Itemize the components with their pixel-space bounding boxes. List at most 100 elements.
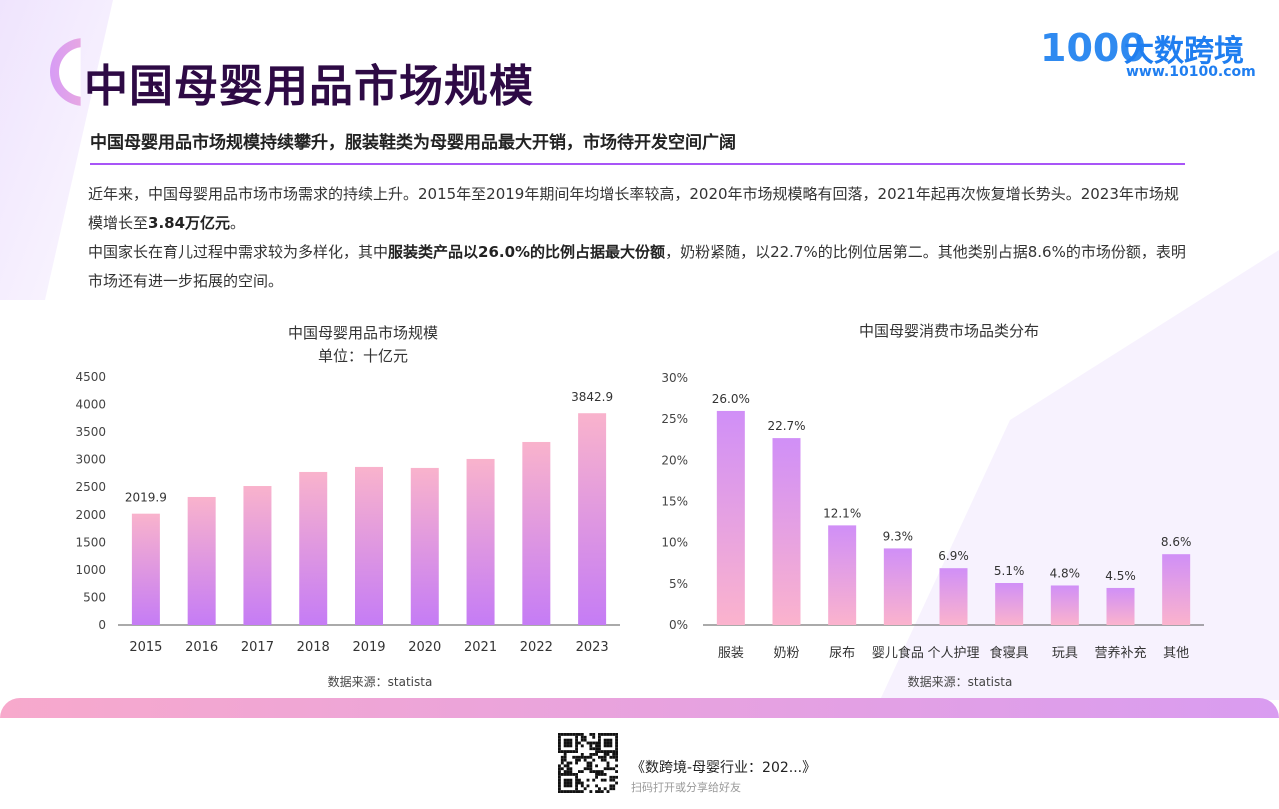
qr-module [558,773,561,776]
qr-module [615,741,618,745]
qr-module [578,758,581,762]
qr-module [563,790,567,793]
footer-title[interactable]: 《数跨境-母婴行业：202...》 [631,760,817,776]
y-tick-label: 3000 [75,453,106,467]
chart-subtitle: 单位：十亿元 [318,347,408,365]
qr-module [575,735,578,739]
qr-module [583,787,587,791]
text: 近年来，中国母婴用品市场市场需求的持续上升。2015年至2019年期间年均增长率… [88,185,1179,232]
qr-module [595,764,598,768]
qr-module [600,770,604,773]
qr-module [603,744,607,748]
qr-module [558,767,561,771]
qr-module [558,764,561,768]
y-tick-label: 500 [83,590,106,604]
qr-module [560,750,564,753]
bar [410,467,439,625]
x-tick-label: 2015 [129,640,162,655]
qr-module [566,761,570,765]
qr-module [589,764,593,768]
qr-module [566,764,570,768]
qr-module [606,733,610,736]
bar [883,548,912,625]
x-tick-label: 2022 [520,640,553,655]
qr-module [563,753,567,756]
y-tick-label: 1500 [75,535,106,549]
qr-module [589,747,593,751]
qr-module [606,741,610,745]
qr-module [578,778,581,782]
highlight: 服装类产品以26.0%的比例占据最大份额 [388,243,666,261]
qr-module [575,790,578,793]
chart-source: 数据来源：statista [908,674,1013,689]
qr-module [580,790,584,793]
qr-module [609,787,613,791]
qr-module [603,773,607,776]
qr-module [603,750,607,753]
x-tick-label: 婴儿食品 [872,645,924,661]
qr-module [558,784,561,788]
qr-module [615,764,618,768]
qr-module [575,775,578,779]
qr-module [615,770,618,773]
bar [299,471,328,625]
qr-module [572,790,576,793]
qr-module [598,744,601,748]
qr-module [575,747,578,751]
qr-module [606,744,610,748]
qr-module [566,750,570,753]
qr-module [592,733,596,736]
qr-module [558,778,561,782]
logo-mark-icon: 1000 [1040,26,1146,70]
y-tick-label: 2000 [75,508,106,522]
qr-module [600,778,604,782]
title-ring-decoration [50,38,81,106]
qr-module [612,767,616,771]
qr-module [598,733,601,736]
qr-module [586,764,590,768]
y-tick-label: 15% [661,495,688,509]
bar [355,466,383,625]
qr-module [600,750,604,753]
qr-module [603,755,607,759]
qr-module [563,770,567,773]
qr-module [586,767,590,771]
qr-module [575,744,578,748]
qr-module [566,770,570,773]
qr-module [615,747,618,751]
bar [578,413,607,625]
qr-module [580,738,584,742]
qr-module [578,770,581,773]
qr-module [583,735,587,739]
qr-module [615,781,618,785]
bar [466,458,495,625]
qr-module [578,755,581,759]
qr-module [569,773,573,776]
paragraph-2: 中国家长在育儿过程中需求较为多样化，其中服装类产品以26.0%的比例占据最大份额… [88,238,1193,296]
qr-module [569,778,573,782]
body-text: 近年来，中国母婴用品市场市场需求的持续上升。2015年至2019年期间年均增长率… [88,180,1193,296]
qr-module [586,778,590,782]
qr-module [575,758,578,762]
qr-module [569,761,573,765]
qr-module [563,781,567,785]
qr-module [606,738,610,742]
y-tick-label: 10% [661,536,688,550]
qr-module [612,750,616,753]
qr-module [598,738,601,742]
qr-module [606,764,610,768]
qr-module [558,735,561,739]
x-tick-label: 奶粉 [773,646,799,661]
qr-module [592,741,596,745]
qr-module [558,733,561,736]
qr-module [563,738,567,742]
bar [716,410,745,625]
qr-code-icon[interactable] [558,733,618,793]
qr-module [612,787,616,791]
y-tick-label: 0 [98,618,106,632]
bottom-bar [0,698,1279,718]
qr-module [569,741,573,745]
data-label: 4.8% [1050,566,1081,580]
